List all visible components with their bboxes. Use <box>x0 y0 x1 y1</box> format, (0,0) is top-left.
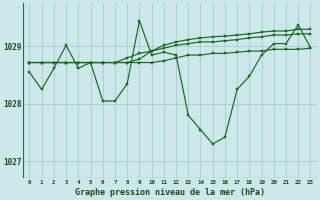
X-axis label: Graphe pression niveau de la mer (hPa): Graphe pression niveau de la mer (hPa) <box>75 188 265 197</box>
